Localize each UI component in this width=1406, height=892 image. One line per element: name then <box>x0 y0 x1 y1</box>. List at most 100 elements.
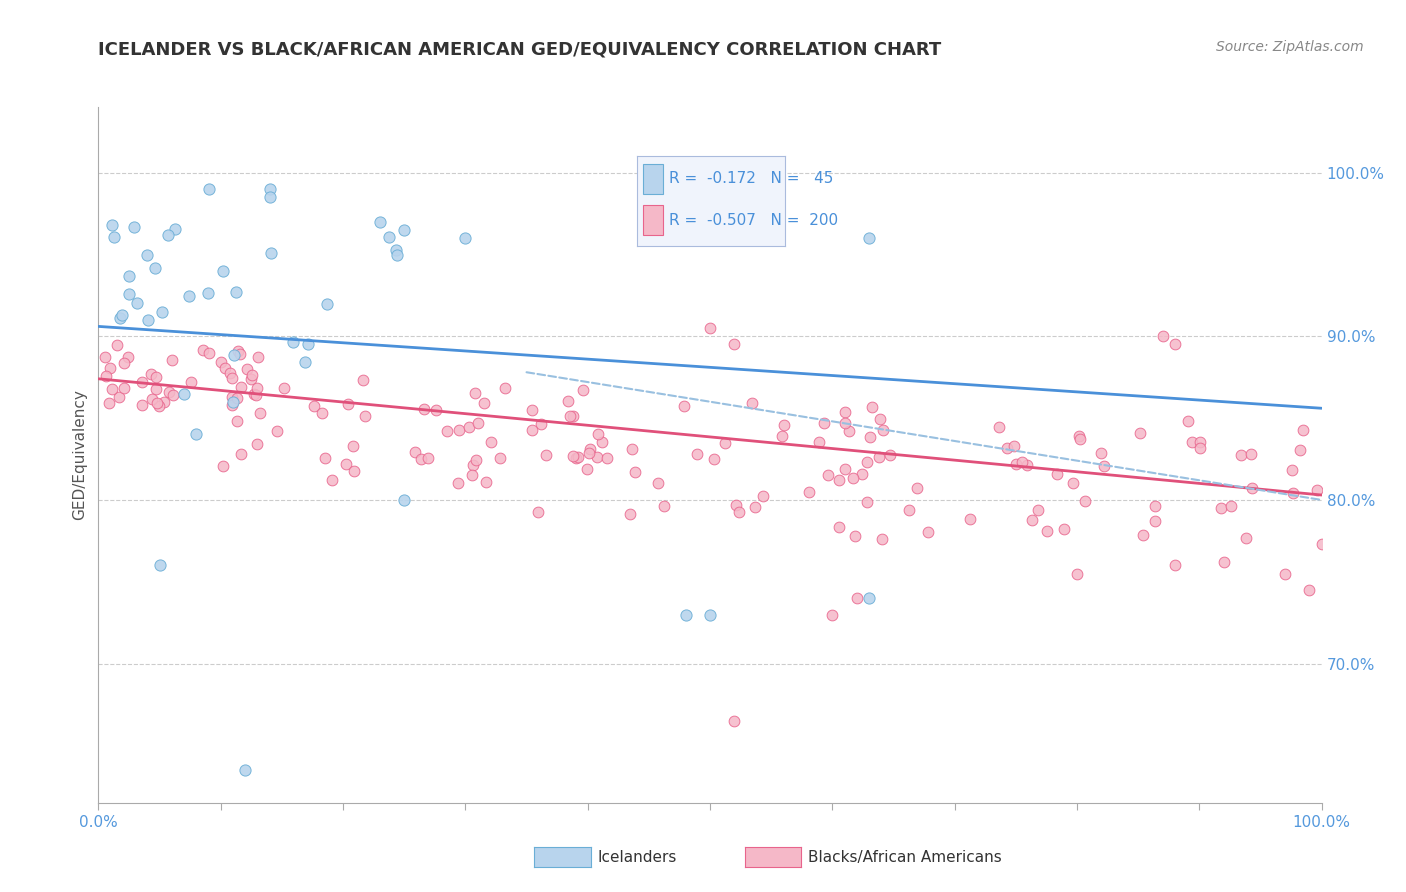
Point <box>186 427 208 442</box>
Point <box>1045 467 1067 481</box>
Point <box>1274 566 1296 581</box>
Point <box>647 475 669 490</box>
FancyBboxPatch shape <box>643 205 664 235</box>
Text: Icelanders: Icelanders <box>598 850 676 864</box>
Point <box>145 369 167 384</box>
Point <box>449 423 471 437</box>
Point <box>797 484 820 499</box>
Point <box>1211 500 1233 515</box>
Point <box>1281 463 1303 477</box>
Point <box>302 399 325 413</box>
Point <box>385 248 408 262</box>
Point <box>1017 458 1039 473</box>
Point <box>98 361 121 376</box>
Point <box>1188 434 1211 449</box>
Point <box>219 366 242 380</box>
Point <box>94 369 117 384</box>
Point <box>475 475 498 489</box>
Point <box>368 214 391 228</box>
Point <box>472 395 495 409</box>
Point <box>197 286 219 301</box>
Point <box>148 399 170 413</box>
Point <box>571 383 593 397</box>
Point <box>1036 524 1059 539</box>
Point <box>905 481 928 495</box>
Point <box>221 398 243 412</box>
Point <box>773 418 796 433</box>
Point <box>1021 512 1043 526</box>
Point <box>1062 475 1084 490</box>
FancyBboxPatch shape <box>643 164 664 194</box>
Point <box>995 441 1018 455</box>
Point <box>856 494 879 508</box>
Point <box>1066 566 1088 581</box>
Point <box>260 246 283 260</box>
Point <box>103 230 125 244</box>
Point <box>1152 329 1174 343</box>
Point <box>1144 500 1167 514</box>
Point <box>828 519 851 533</box>
Point <box>714 436 737 450</box>
Point <box>156 227 179 242</box>
Point <box>197 182 219 196</box>
Point <box>578 445 600 459</box>
Point <box>108 390 131 404</box>
Point <box>141 392 163 407</box>
Point <box>479 435 502 450</box>
Point <box>1212 555 1234 569</box>
Point <box>834 462 856 476</box>
Point <box>461 467 484 482</box>
Point <box>224 348 246 362</box>
Point <box>179 289 201 303</box>
Point <box>157 385 180 400</box>
Point <box>1306 483 1329 498</box>
Point <box>111 308 134 322</box>
Point <box>1219 500 1241 514</box>
Point <box>316 297 339 311</box>
Point <box>335 457 357 471</box>
Point <box>464 386 486 401</box>
Point <box>591 434 613 449</box>
Point <box>416 450 439 465</box>
Point <box>1298 582 1320 597</box>
Point <box>404 444 426 458</box>
Point <box>522 403 544 417</box>
Point <box>150 305 173 319</box>
Point <box>530 417 553 432</box>
Point <box>131 375 153 389</box>
Text: R =  -0.172   N =   45: R = -0.172 N = 45 <box>669 171 834 186</box>
Point <box>246 381 269 395</box>
Point <box>675 607 697 622</box>
Point <box>859 429 882 443</box>
Point <box>595 450 617 465</box>
Point <box>412 401 434 416</box>
Point <box>463 458 485 472</box>
Point <box>741 396 763 410</box>
Point <box>198 346 221 360</box>
Point <box>246 437 269 451</box>
Point <box>146 395 169 409</box>
Point <box>236 362 259 376</box>
Point <box>240 372 263 386</box>
Point <box>576 462 599 476</box>
Point <box>686 447 709 461</box>
Point <box>1177 414 1199 428</box>
Point <box>118 269 141 284</box>
Point <box>162 353 184 368</box>
Point <box>337 397 360 411</box>
Point <box>221 370 243 384</box>
Point <box>259 190 281 204</box>
Point <box>619 507 641 521</box>
Point <box>457 419 479 434</box>
Point <box>1240 447 1263 461</box>
Point <box>233 763 256 777</box>
Point <box>842 470 865 484</box>
Point <box>869 411 891 425</box>
Point <box>562 450 585 464</box>
Point <box>1004 457 1026 471</box>
Point <box>752 489 775 503</box>
Point <box>136 313 159 327</box>
Point <box>149 558 172 573</box>
Point <box>1074 494 1097 508</box>
Point <box>1129 426 1152 441</box>
